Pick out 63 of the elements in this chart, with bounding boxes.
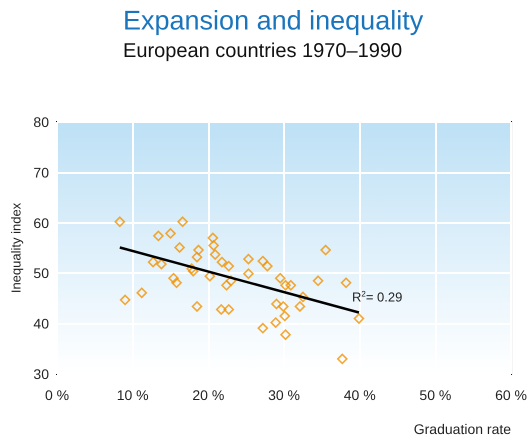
y-tick-label: 80	[33, 114, 50, 130]
point	[208, 240, 219, 251]
y-axis-title: Inequality index	[8, 202, 24, 294]
point	[171, 277, 182, 288]
y-tick-label: 30	[33, 366, 50, 382]
point	[136, 288, 148, 298]
point	[114, 216, 126, 228]
point	[148, 256, 158, 268]
point	[320, 244, 331, 256]
point	[336, 354, 348, 364]
point	[177, 216, 188, 228]
chart-subtitle: European countries 1970–1990	[123, 40, 402, 62]
point	[156, 258, 167, 270]
point	[262, 260, 273, 272]
point	[174, 242, 185, 253]
point	[223, 304, 234, 315]
point	[274, 272, 286, 284]
x-tick-label: 20 %	[192, 387, 224, 403]
point	[258, 322, 268, 334]
point	[226, 275, 236, 286]
x-tick-label: 50 %	[419, 387, 452, 403]
point	[208, 232, 218, 244]
point	[204, 270, 216, 282]
point	[186, 263, 197, 274]
point	[168, 272, 179, 284]
chart-title: Expansion and inequality	[123, 6, 424, 36]
point	[258, 256, 268, 266]
point	[192, 301, 202, 312]
point	[294, 301, 306, 312]
point	[354, 313, 364, 324]
point	[120, 294, 130, 306]
point	[298, 292, 308, 302]
y-tick-label: 60	[33, 214, 50, 231]
point	[243, 268, 254, 280]
x-tick-label: 60 %	[495, 387, 528, 403]
point	[193, 244, 204, 256]
x-tick-label: 30 %	[268, 387, 300, 403]
point	[243, 254, 254, 264]
point	[270, 317, 281, 328]
point	[286, 280, 296, 291]
point	[271, 298, 282, 310]
point	[312, 275, 324, 286]
x-tick-label: 0 %	[44, 387, 70, 403]
point	[280, 329, 291, 340]
x-tick-label: 40 %	[344, 387, 376, 403]
point	[216, 304, 227, 315]
point	[188, 266, 199, 276]
x-tick-label: 10 %	[116, 387, 149, 403]
point	[278, 301, 289, 312]
point	[340, 277, 352, 288]
point	[216, 256, 228, 268]
y-tick-label: 70	[33, 164, 50, 180]
point	[280, 280, 291, 291]
y-tick-label: 50	[33, 265, 50, 282]
y-tick-label: 40	[33, 316, 50, 332]
point	[210, 249, 220, 260]
point	[192, 252, 202, 262]
point	[221, 280, 232, 291]
point	[223, 260, 234, 272]
point	[153, 230, 164, 242]
point	[165, 228, 176, 239]
point	[279, 310, 290, 322]
x-axis-title: Graduation rate	[414, 421, 512, 437]
